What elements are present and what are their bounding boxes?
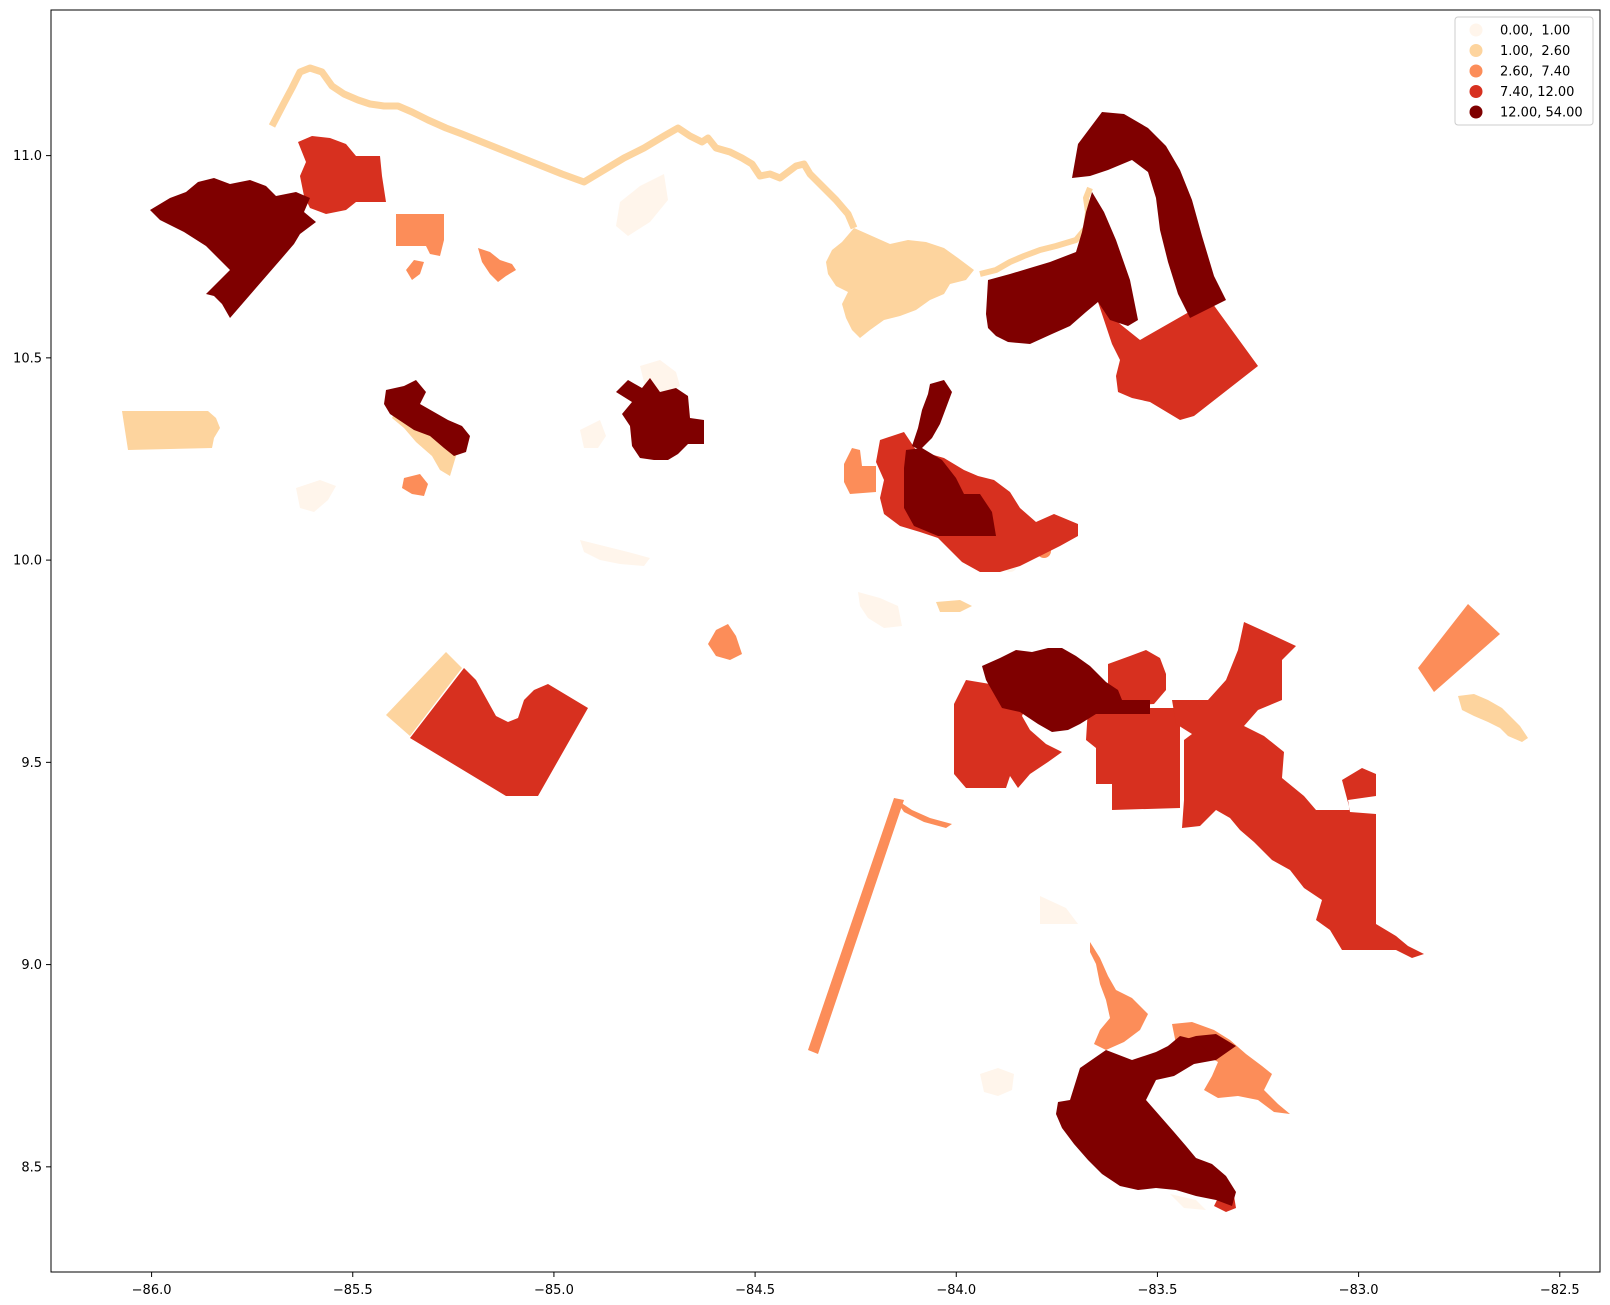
legend-swatch	[1469, 64, 1483, 78]
region-east-block-red-north	[1098, 300, 1258, 420]
x-tick-label: −83.0	[1339, 1283, 1379, 1298]
region-northern-border-line	[268, 64, 858, 230]
region-south-small-2	[980, 1068, 1014, 1096]
x-tick-label: −86.0	[132, 1283, 172, 1298]
region-limon-coast-islands	[1458, 694, 1528, 742]
x-tick-label: −84.0	[936, 1283, 976, 1298]
x-tick-label: −83.5	[1138, 1283, 1178, 1298]
region-guanacaste-darkred	[150, 178, 316, 318]
region-osa-darkred	[1056, 1034, 1236, 1206]
region-central-small-light	[936, 600, 972, 612]
x-tick-label: −84.5	[735, 1283, 775, 1298]
region-south-orange-1	[1090, 942, 1148, 1050]
region-south-orange-2	[1172, 1022, 1290, 1114]
y-tick-label: 10.0	[13, 554, 42, 569]
region-san-carlos-north	[826, 228, 974, 338]
legend-items: 0.00, 1.00 1.00, 2.60 2.60, 7.40 7.40, 12.0…	[1469, 23, 1583, 121]
region-border-line-east	[979, 186, 1093, 277]
y-tick-label: 11.0	[13, 149, 42, 164]
x-tick-label: −85.0	[534, 1283, 574, 1298]
y-tick-label: 9.0	[21, 958, 42, 973]
y-axis-ticks: 8.5 9.0 9.5 10.0 10.5 11.0	[13, 149, 51, 1175]
region-southeast-red-3	[1108, 650, 1166, 706]
region-central-north-darkred	[912, 380, 952, 450]
region-liberia-rect	[396, 214, 444, 256]
x-axis-ticks: −86.0 −85.5 −85.0 −84.5 −84.0 −83.5 −83.0 −82.5	[132, 1272, 1580, 1298]
region-southeast-red-2	[1086, 708, 1180, 810]
legend-box	[1454, 16, 1594, 126]
region-north-small-1	[616, 174, 668, 236]
region-alajuela-orange	[844, 448, 876, 494]
region-puntarenas-red	[410, 668, 588, 796]
legend-swatch	[1469, 85, 1483, 98]
region-upala-los-chiles-darkred	[986, 192, 1138, 344]
region-tres-rios-darkred	[982, 648, 1150, 732]
legend-label: 12.00, 54.00	[1500, 106, 1583, 121]
region-west-small-1	[296, 480, 336, 512]
region-bagaces	[478, 248, 516, 282]
region-zarcero-darkred	[904, 448, 996, 536]
legend-label: 7.40, 12.00	[1500, 85, 1574, 100]
region-north-arc-darkred	[1072, 112, 1226, 318]
region-long-diagonal-strip	[808, 798, 904, 1054]
region-southeast-red-1	[954, 680, 1062, 788]
region-osa-south-light	[1170, 1194, 1206, 1210]
x-tick-label: −82.5	[1540, 1283, 1580, 1298]
axes-frame	[50, 9, 1601, 1273]
region-diagonal-strip-top	[894, 798, 952, 828]
region-central-orange	[708, 624, 742, 660]
legend-swatch	[1469, 23, 1483, 37]
y-tick-label: 8.5	[21, 1160, 42, 1175]
region-puntarenas-west	[386, 652, 462, 736]
x-tick-label: −85.5	[333, 1283, 373, 1298]
region-southcentral-1	[580, 540, 650, 566]
region-nicoya-small	[402, 474, 428, 496]
legend-swatch	[1469, 44, 1483, 57]
region-canas-darkred	[384, 380, 470, 456]
region-guanacaste-west	[122, 411, 220, 450]
map-regions	[122, 64, 1528, 1212]
legend-label: 0.00, 1.00	[1500, 24, 1570, 39]
region-osa-east-darkred	[1168, 1036, 1208, 1066]
legend-label: 1.00, 2.60	[1500, 44, 1570, 59]
region-guanacaste-north-red	[298, 136, 386, 214]
legend-label: 2.60, 7.40	[1500, 65, 1570, 80]
legend: 0.00, 1.00 1.00, 2.60 2.60, 7.40 7.40, 12.0…	[1454, 16, 1594, 126]
region-central-south-1	[858, 592, 902, 628]
legend-swatch	[1469, 105, 1483, 119]
region-grecia-darkred	[616, 378, 704, 460]
y-tick-label: 10.5	[13, 351, 42, 366]
region-nicoya-coast	[392, 410, 456, 476]
region-central-valley-1	[580, 420, 606, 448]
region-south-small-1	[1040, 896, 1078, 924]
y-tick-label: 9.5	[21, 756, 42, 771]
region-talamanca-red	[1172, 622, 1424, 958]
region-liberia-south	[406, 260, 424, 280]
region-limon-orange	[1418, 604, 1500, 692]
